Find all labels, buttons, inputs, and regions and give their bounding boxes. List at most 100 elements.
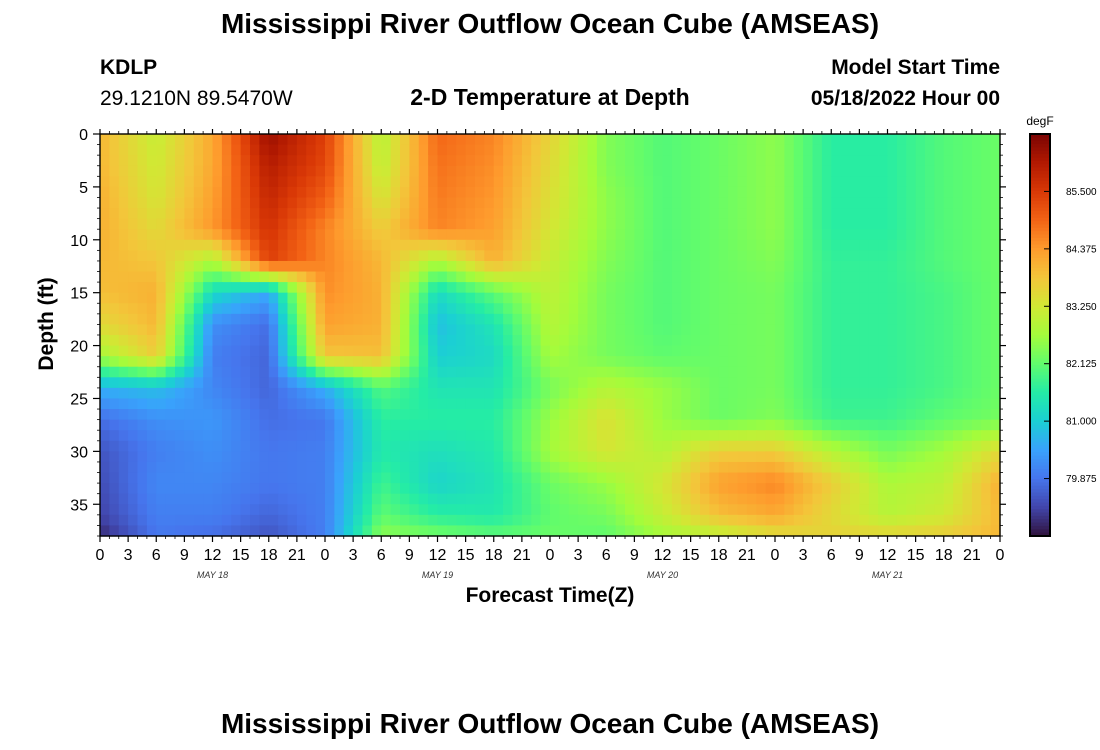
heatmap-cell bbox=[896, 197, 907, 209]
heatmap-cell bbox=[100, 292, 110, 304]
heatmap-cell bbox=[250, 165, 260, 177]
heatmap-cell bbox=[850, 282, 860, 294]
heatmap-cell bbox=[859, 430, 870, 442]
heatmap-cell bbox=[240, 313, 251, 326]
heatmap-cell bbox=[128, 208, 139, 220]
heatmap-cell bbox=[681, 419, 692, 431]
heatmap-cell bbox=[934, 345, 945, 357]
heatmap-cell bbox=[915, 504, 926, 516]
heatmap-cell bbox=[756, 409, 767, 421]
heatmap-cell bbox=[803, 356, 814, 368]
heatmap-cell bbox=[728, 197, 739, 209]
heatmap-cell bbox=[831, 514, 842, 527]
heatmap-cell bbox=[859, 419, 870, 431]
heatmap-cell bbox=[109, 282, 120, 294]
heatmap-cell bbox=[550, 144, 560, 156]
heatmap-cell bbox=[653, 313, 664, 326]
heatmap-cell bbox=[596, 430, 607, 442]
heatmap-cell bbox=[184, 250, 195, 262]
heatmap-cell bbox=[653, 345, 664, 357]
heatmap-cell bbox=[775, 229, 785, 241]
heatmap-cell bbox=[700, 239, 710, 251]
heatmap-cell bbox=[221, 197, 232, 209]
heatmap-cell bbox=[962, 324, 973, 336]
heatmap-cell bbox=[700, 356, 710, 368]
heatmap-cell bbox=[156, 239, 167, 251]
heatmap-cell bbox=[550, 239, 560, 251]
heatmap-cell bbox=[128, 387, 139, 400]
heatmap-cell bbox=[550, 472, 560, 484]
heatmap-cell bbox=[821, 419, 832, 431]
heatmap-cell bbox=[971, 292, 982, 304]
heatmap-cell bbox=[484, 335, 495, 347]
heatmap-cell bbox=[606, 377, 617, 389]
heatmap-cell bbox=[606, 186, 617, 199]
heatmap-cell bbox=[896, 165, 907, 177]
heatmap-cell bbox=[700, 155, 710, 167]
heatmap-cell bbox=[784, 483, 795, 495]
heatmap-cell bbox=[625, 271, 635, 283]
heatmap-cell bbox=[821, 165, 832, 177]
colorbar-band bbox=[1030, 284, 1050, 289]
heatmap-cell bbox=[118, 239, 129, 251]
heatmap-cell bbox=[109, 260, 120, 273]
heatmap-cell bbox=[850, 271, 860, 283]
heatmap-cell bbox=[887, 345, 898, 357]
heatmap-cell bbox=[803, 398, 814, 410]
heatmap-cell bbox=[793, 419, 804, 431]
heatmap-cell bbox=[662, 303, 673, 315]
heatmap-cell bbox=[625, 155, 635, 167]
heatmap-cell bbox=[353, 186, 364, 199]
heatmap-cell bbox=[587, 430, 598, 442]
heatmap-cell bbox=[484, 398, 495, 410]
heatmap-cell bbox=[287, 250, 298, 262]
heatmap-cell bbox=[175, 197, 185, 209]
heatmap-cell bbox=[981, 176, 992, 188]
heatmap-cell bbox=[371, 271, 382, 283]
heatmap-cell bbox=[296, 324, 307, 336]
heatmap-cell bbox=[803, 239, 814, 251]
heatmap-cell bbox=[934, 525, 945, 537]
heatmap-cell bbox=[409, 229, 420, 241]
heatmap-cell bbox=[446, 239, 457, 251]
heatmap-cell bbox=[990, 271, 1001, 283]
heatmap-cell bbox=[625, 292, 635, 304]
heatmap-cell bbox=[146, 504, 157, 516]
heatmap-cell bbox=[925, 282, 935, 294]
heatmap-cell bbox=[765, 356, 776, 368]
heatmap-cell bbox=[203, 208, 214, 220]
heatmap-cell bbox=[831, 387, 842, 400]
heatmap-cell bbox=[409, 155, 420, 167]
heatmap-cell bbox=[418, 409, 429, 421]
heatmap-cell bbox=[896, 461, 907, 474]
heatmap-cell bbox=[250, 176, 260, 188]
heatmap-cell bbox=[643, 197, 654, 209]
heatmap-cell bbox=[278, 271, 289, 283]
heatmap-cell bbox=[418, 155, 429, 167]
heatmap-cell bbox=[831, 419, 842, 431]
heatmap-cell bbox=[943, 335, 954, 347]
heatmap-cell bbox=[540, 514, 551, 527]
heatmap-cell bbox=[465, 324, 476, 336]
heatmap-cell bbox=[287, 525, 298, 537]
heatmap-cell bbox=[878, 387, 889, 400]
heatmap-cell bbox=[915, 144, 926, 156]
heatmap-cell bbox=[184, 451, 195, 463]
heatmap-cell bbox=[803, 430, 814, 442]
heatmap-cell bbox=[193, 229, 204, 241]
heatmap-cell bbox=[850, 292, 860, 304]
heatmap-cell bbox=[737, 324, 748, 336]
heatmap-cell bbox=[990, 525, 1001, 537]
heatmap-cell bbox=[184, 208, 195, 220]
heatmap-cell bbox=[962, 387, 973, 400]
heatmap-cell bbox=[175, 239, 185, 251]
heatmap-cell bbox=[671, 356, 682, 368]
heatmap-cell bbox=[315, 461, 326, 474]
heatmap-cell bbox=[521, 208, 532, 220]
heatmap-cell bbox=[118, 409, 129, 421]
heatmap-cell bbox=[793, 451, 804, 463]
heatmap-cell bbox=[268, 271, 279, 283]
heatmap-cell bbox=[146, 356, 157, 368]
heatmap-cell bbox=[203, 472, 214, 484]
heatmap-cell bbox=[165, 155, 176, 167]
